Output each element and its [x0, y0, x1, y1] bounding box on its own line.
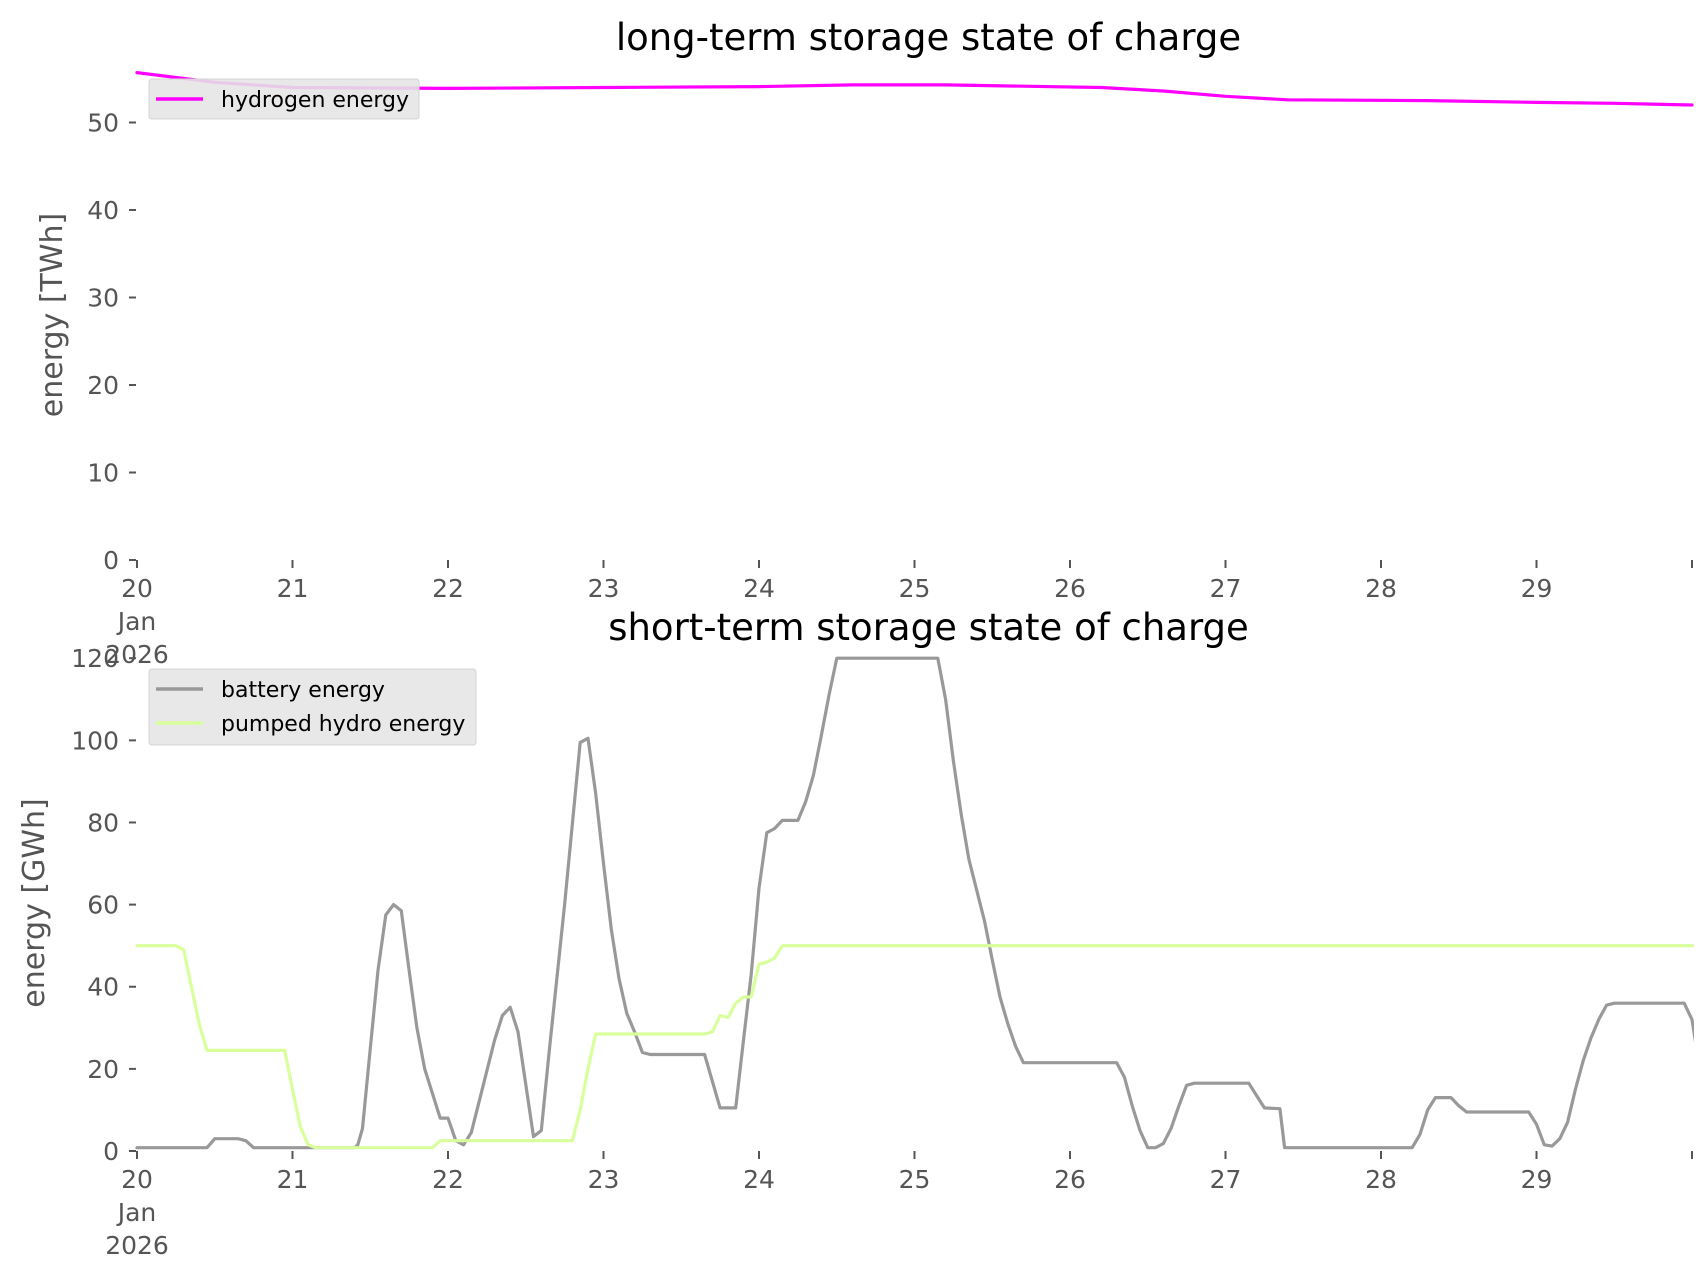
y-tick-label: 0 [103, 1137, 119, 1166]
x-tick-label-line: 25 [899, 574, 931, 603]
y-tick-label: 30 [87, 284, 119, 313]
legend: hydrogen energy [148, 78, 420, 120]
x-tick-label: 22 [432, 574, 464, 603]
x-tick-label-line: 26 [1054, 574, 1086, 603]
x-tick-label: 29 [1521, 1165, 1553, 1194]
x-tick-label: 26 [1054, 574, 1086, 603]
x-tick-label: 20 Jan 2026 [105, 1165, 169, 1260]
x-tick-label-line: 23 [588, 574, 620, 603]
x-tick-label-line: 2026 [105, 1231, 169, 1260]
legend-label: pumped hydro energy [221, 712, 465, 737]
x-tick-label-line: 22 [432, 1165, 464, 1194]
x-tick-label: 21 [277, 574, 309, 603]
x-tick-label: 23 [588, 574, 620, 603]
x-tick-label-line: 27 [1210, 1165, 1242, 1194]
y-tick-label: 40 [87, 196, 119, 225]
x-tick-label-line: 22 [432, 574, 464, 603]
x-tick-label-line: 2026 [105, 640, 169, 669]
x-tick-label-line: 20 [121, 574, 153, 603]
x-tick-label-line: 24 [743, 574, 775, 603]
x-tick-label-line: Jan [116, 1198, 157, 1227]
x-tick-label-line: 20 [121, 1165, 153, 1194]
series-line-pumped-hydro-energy [135, 944, 1694, 1150]
x-tick-label: 24 [743, 1165, 775, 1194]
chart-panel-2: short-term storage state of charge energy… [17, 606, 1694, 1260]
chart-panel-1: long-term storage state of charge energy … [35, 16, 1694, 669]
x-tick-label-line: 21 [277, 1165, 309, 1194]
x-tick-label: 27 [1210, 574, 1242, 603]
y-tick-label: 0 [103, 546, 119, 575]
x-tick-label: 28 [1365, 574, 1397, 603]
series-layer [135, 656, 1694, 1150]
x-tick-label: 28 [1365, 1165, 1397, 1194]
y-axis-label: energy [GWh] [17, 798, 52, 1007]
x-tick-label: 22 [432, 1165, 464, 1194]
x-tick-label: 25 [899, 1165, 931, 1194]
x-tick-label-line: 29 [1521, 1165, 1553, 1194]
y-tick-label: 120 [71, 644, 119, 673]
x-tick-label: 24 [743, 574, 775, 603]
x-tick-label-line: 26 [1054, 1165, 1086, 1194]
y-tick-label: 40 [87, 973, 119, 1002]
x-tick-label-line: 28 [1365, 574, 1397, 603]
y-tick-label: 20 [87, 1055, 119, 1084]
legend: battery energy pumped hydro energy [148, 668, 477, 746]
y-tick-label: 20 [87, 371, 119, 400]
y-tick-label: 60 [87, 891, 119, 920]
x-tick-label: 21 [277, 1165, 309, 1194]
legend-label: hydrogen energy [221, 88, 409, 113]
x-tick-label: 26 [1054, 1165, 1086, 1194]
x-tick-label: 29 [1521, 574, 1553, 603]
legend-box [148, 668, 477, 746]
x-tick-label-line: 23 [588, 1165, 620, 1194]
y-tick-label: 10 [87, 459, 119, 488]
y-axis-label: energy [TWh] [35, 213, 70, 417]
legend-label: battery energy [221, 678, 385, 703]
legend-box [148, 78, 420, 120]
y-tick-label: 80 [87, 808, 119, 837]
x-tick-label-line: 25 [899, 1165, 931, 1194]
x-tick-label-line: 28 [1365, 1165, 1397, 1194]
chart-title: short-term storage state of charge [608, 606, 1249, 649]
y-tick-label: 50 [87, 109, 119, 138]
chart-title: long-term storage state of charge [616, 16, 1241, 59]
series-line-battery-energy [135, 656, 1694, 1150]
x-tick-label-line: 27 [1210, 574, 1242, 603]
x-tick-label-line: 24 [743, 1165, 775, 1194]
x-tick-label-line: Jan [116, 607, 157, 636]
y-tick-label: 100 [71, 726, 119, 755]
x-tick-label: 20 Jan 2026 [105, 574, 169, 669]
x-tick-label: 25 [899, 574, 931, 603]
x-tick-label: 27 [1210, 1165, 1242, 1194]
x-tick-label: 23 [588, 1165, 620, 1194]
x-tick-label-line: 21 [277, 574, 309, 603]
x-tick-label-line: 29 [1521, 574, 1553, 603]
